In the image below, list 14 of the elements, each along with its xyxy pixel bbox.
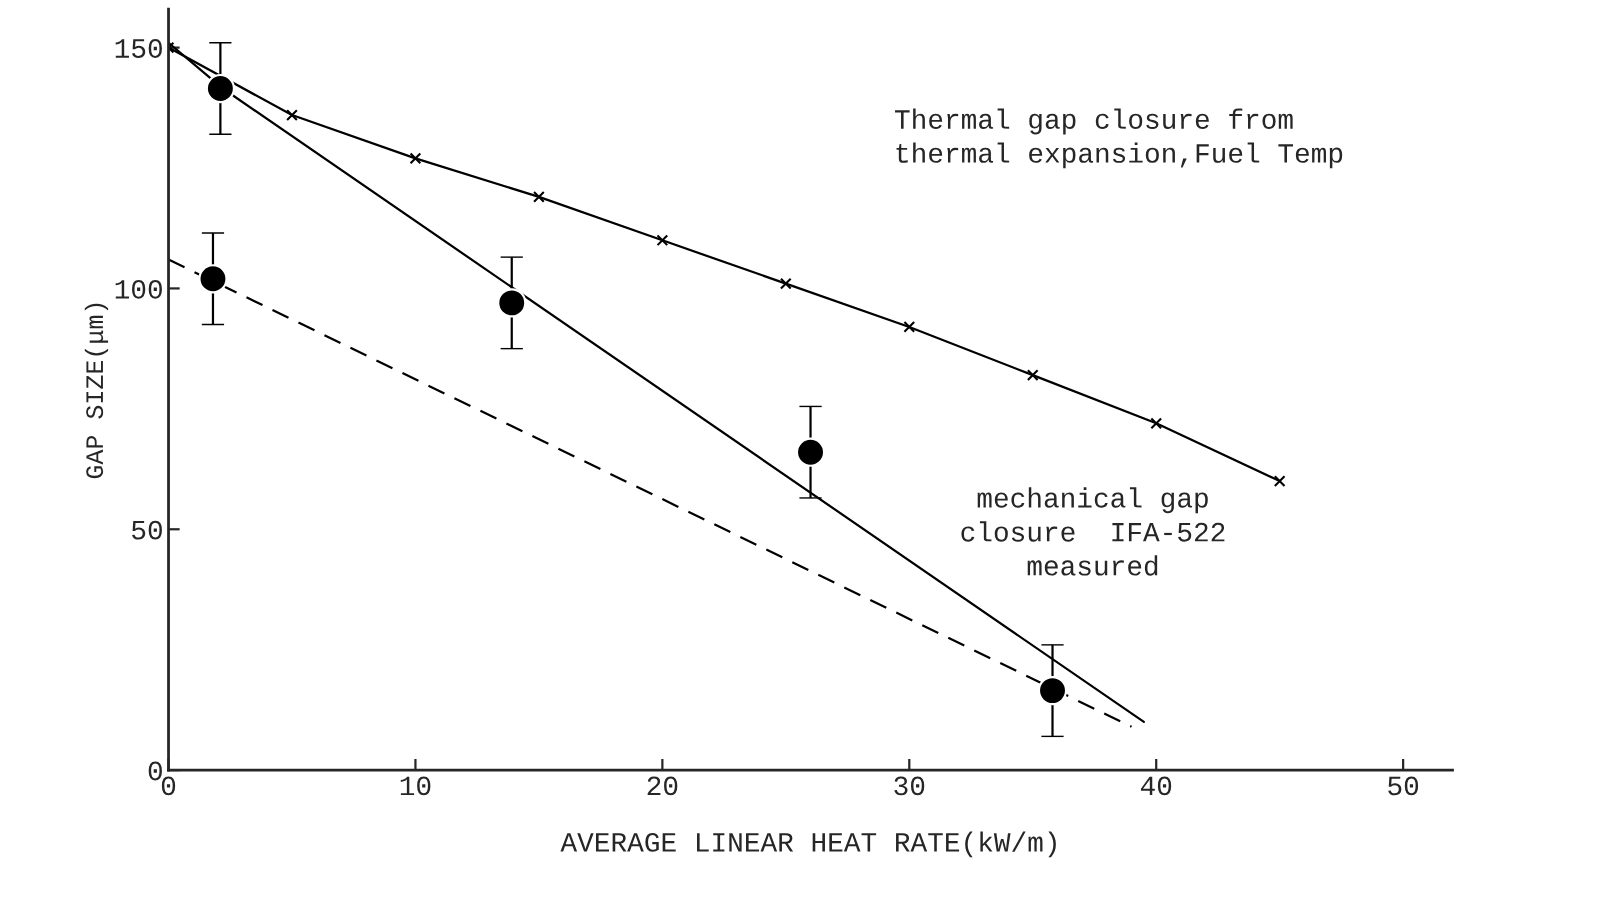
annotation: mechanical gap closure IFA-522 measured — [961, 487, 1225, 576]
x-tick-label: 40 — [1140, 776, 1172, 796]
y-tick-label: 100 — [115, 279, 162, 299]
y-tick-label: 0 — [148, 761, 162, 781]
x-tick-label: 50 — [1388, 776, 1419, 796]
x-tick-label: 30 — [894, 776, 925, 796]
annotation: Thermal gap closure from thermal expansion,Fuel Temp — [895, 108, 1343, 169]
x-tick-label: 0 — [161, 776, 176, 796]
x-axis-title: AVERAGE LINEAR HEAT RATE(kW/m) — [560, 831, 1056, 858]
y-tick-label: 150 — [115, 39, 162, 58]
y-axis-title: GAP SIZE(μm) — [84, 303, 109, 479]
x-tick-label: 10 — [400, 776, 431, 796]
y-tick-label: 50 — [132, 520, 162, 540]
x-tick-label: 20 — [647, 776, 678, 796]
